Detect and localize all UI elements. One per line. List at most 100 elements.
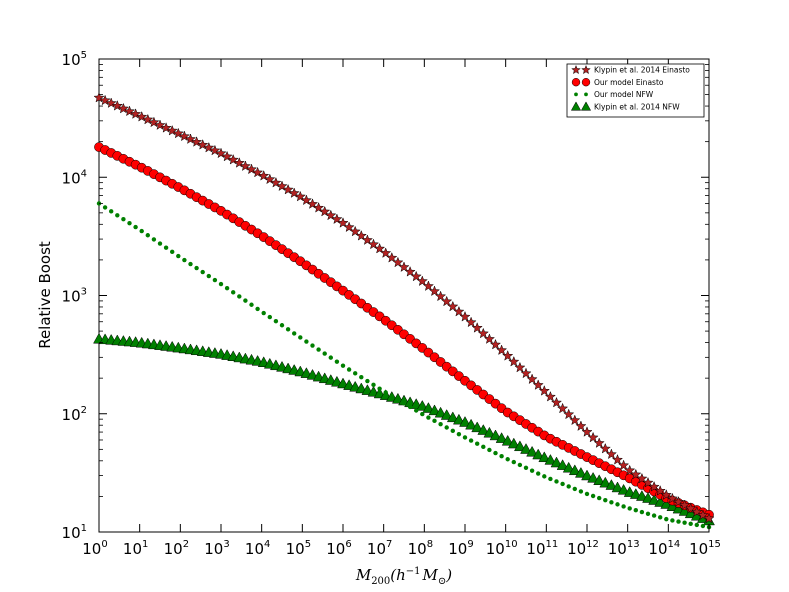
data-point: [133, 224, 138, 230]
x-tick-label: 109: [448, 539, 473, 558]
data-point: [548, 476, 553, 482]
data-point: [666, 492, 679, 504]
data-point: [572, 486, 577, 492]
data-point: [691, 505, 703, 517]
data-point: [440, 409, 453, 420]
data-point: [121, 217, 126, 222]
data-point: [258, 169, 270, 181]
data-point: [536, 471, 541, 476]
data-point: [136, 110, 148, 122]
data-point: [373, 242, 386, 254]
data-point: [599, 476, 612, 488]
data-point: [404, 265, 416, 277]
data-point: [239, 160, 252, 172]
data-point: [172, 127, 184, 139]
data-point: [267, 314, 272, 320]
x-tick-label: 101: [123, 539, 148, 558]
data-point: [200, 269, 205, 275]
data-point: [170, 249, 175, 255]
data-point: [142, 113, 154, 125]
x-axis-label-sub: 200: [371, 576, 390, 587]
data-point: [434, 406, 447, 418]
data-point: [361, 234, 374, 245]
data-point: [450, 428, 455, 434]
data-point: [102, 205, 108, 210]
data-point: [188, 261, 193, 267]
data-point: [340, 363, 346, 368]
series-triangle-3: [93, 332, 715, 526]
data-point: [251, 166, 264, 178]
data-point: [538, 385, 550, 396]
data-point: [636, 472, 648, 484]
data-point: [554, 479, 559, 484]
data-point: [624, 464, 636, 476]
data-point: [590, 493, 596, 499]
data-point: [603, 497, 608, 503]
data-point: [495, 432, 508, 443]
data-point: [294, 190, 306, 202]
data-point: [243, 298, 248, 303]
data-point: [568, 464, 581, 476]
data-point: [651, 513, 657, 518]
legend-marker: [584, 92, 588, 97]
y-axis-label: Relative Boost: [36, 241, 54, 349]
data-point: [526, 445, 539, 457]
data-point: [581, 426, 593, 437]
legend-marker: [571, 64, 581, 75]
data-point: [426, 415, 431, 420]
data-point: [499, 454, 504, 459]
data-point: [111, 100, 123, 111]
data-point: [292, 331, 297, 336]
data-point: [487, 447, 492, 453]
data-point: [569, 414, 581, 426]
data-point: [218, 281, 224, 287]
data-point: [407, 404, 413, 410]
x-axis-label-sun-sub: ⊙: [438, 576, 446, 587]
data-point: [483, 333, 496, 344]
legend-label: Our model Einasto: [594, 78, 664, 87]
data-point: [371, 382, 376, 388]
data-point: [560, 481, 565, 487]
data-point: [483, 426, 496, 438]
x-tick-label: 1014: [648, 539, 680, 558]
x-tick-label: 1012: [567, 539, 599, 558]
data-point: [697, 509, 709, 520]
legend-label: Klypin et al. 2014 Einasto: [594, 66, 690, 75]
legend-marker: [580, 101, 592, 111]
data-point: [465, 418, 478, 430]
data-point: [685, 502, 697, 514]
data-point: [255, 306, 260, 312]
data-point: [115, 213, 120, 218]
data-point: [581, 469, 593, 481]
y-tick-label: 103: [62, 287, 87, 306]
data-point: [629, 488, 642, 499]
data-point: [532, 379, 544, 390]
data-point: [456, 431, 462, 437]
data-point: [633, 508, 638, 513]
data-point: [117, 102, 130, 114]
data-point: [682, 520, 687, 525]
data-point: [544, 454, 557, 465]
data-point: [337, 217, 349, 228]
data-point: [575, 420, 587, 431]
data-point: [446, 411, 459, 423]
x-tick-label: 104: [245, 539, 270, 558]
data-point: [288, 187, 300, 198]
data-point: [672, 496, 685, 507]
data-point: [395, 397, 401, 402]
data-point: [615, 502, 620, 507]
legend-marker: [570, 101, 582, 111]
data-point: [645, 511, 651, 516]
data-point: [587, 471, 600, 483]
data-point: [349, 225, 361, 237]
data-point: [526, 373, 538, 385]
x-tick-label: 1011: [526, 539, 558, 558]
ticks-layer: 100 101 102 103 104 105 106 107 108 109 1010 1011 10…: [62, 50, 721, 558]
legend-marker: [581, 78, 591, 87]
legend: Klypin et al. 2014 Einasto Our model Eina…: [566, 63, 705, 118]
data-point: [346, 367, 352, 372]
data-point: [182, 257, 187, 263]
data-point: [306, 198, 319, 209]
data-point: [316, 347, 321, 352]
data-point: [420, 411, 425, 417]
